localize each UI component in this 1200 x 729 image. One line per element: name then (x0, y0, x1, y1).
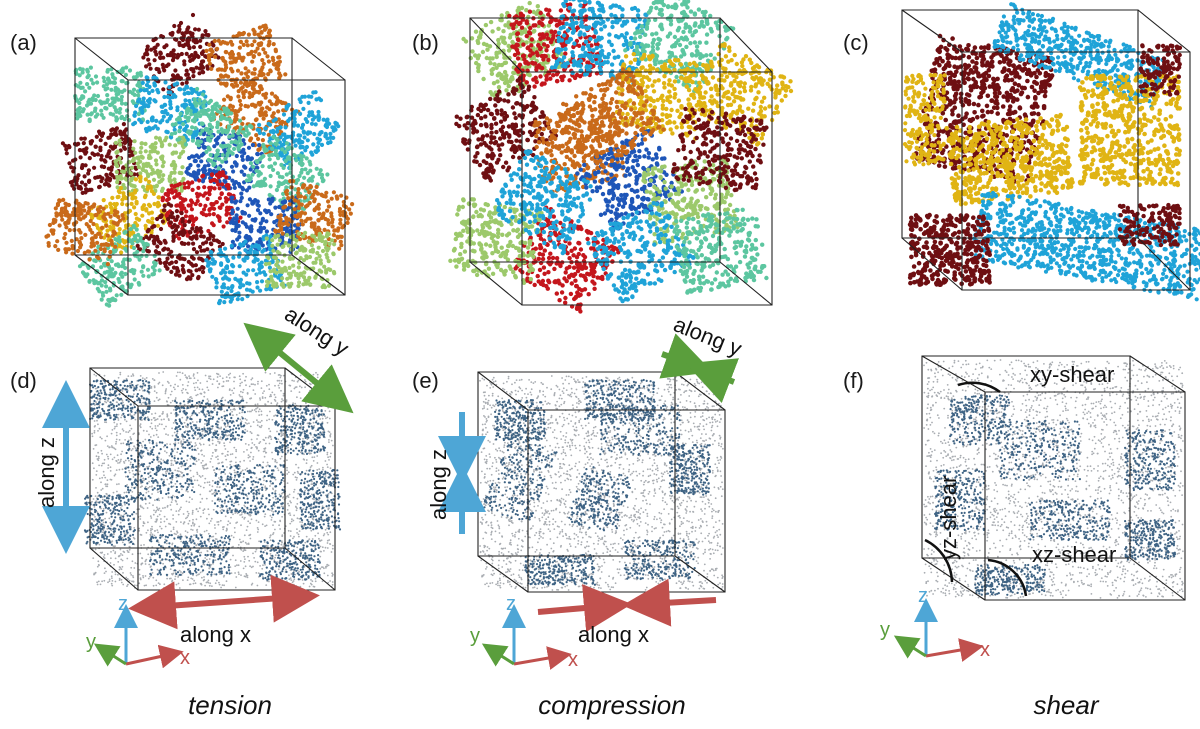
axis-z-label-e: z (506, 593, 516, 615)
axis-y-label-e: y (470, 625, 480, 647)
panel-label-f: (f) (843, 368, 864, 393)
tension-along-x-label: along x (180, 622, 251, 647)
panel-e-atom-cloud (479, 375, 724, 591)
panel-label-c: (c) (843, 30, 869, 55)
axes-triad-e: z x y (470, 593, 578, 671)
panel-c-grain-clusters (903, 2, 1200, 301)
axis-x-label-e: x (568, 649, 578, 671)
tension-along-y-label: along y (280, 301, 353, 361)
axis-x-label-f: x (980, 639, 990, 661)
panel-label-e: (e) (412, 368, 439, 393)
axes-triad-f: z x y (880, 585, 990, 661)
axis-y-label-d: y (86, 631, 96, 653)
panel-a-grain-clusters (44, 13, 354, 308)
panel-d-atom-cloud (84, 371, 341, 589)
caption-compression: compression (538, 690, 685, 720)
compression-along-x-label: along x (578, 622, 649, 647)
xy-shear-label: xy-shear (1030, 362, 1114, 387)
compression-along-y-label: along y (670, 311, 745, 361)
tension-x-arrow (152, 597, 296, 607)
compression-along-z-label: along z (426, 449, 451, 520)
panel-label-d: (d) (10, 368, 37, 393)
axis-y-label-f: y (880, 619, 890, 641)
caption-shear: shear (1033, 690, 1099, 720)
yz-shear-label: yz-shear (936, 476, 961, 560)
axis-z-label-d: z (118, 593, 128, 615)
compression-x-arrows (538, 600, 716, 612)
panel-b-grain-clusters (448, 0, 793, 314)
axis-x-label-d: x (180, 647, 190, 669)
compression-y-arrows (662, 354, 734, 382)
xy-shear-arc (958, 383, 1000, 392)
panel-label-b: (b) (412, 30, 439, 55)
axis-z-label-f: z (918, 585, 928, 607)
panel-label-a: (a) (10, 30, 37, 55)
caption-tension: tension (188, 690, 272, 720)
tension-along-z-label: along z (34, 437, 59, 508)
xz-shear-label: xz-shear (1032, 542, 1116, 567)
